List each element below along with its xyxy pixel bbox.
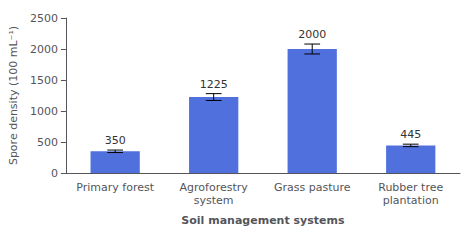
svg-text:1000: 1000 (30, 105, 58, 118)
svg-text:0: 0 (51, 167, 58, 180)
svg-text:Grass pasture: Grass pasture (274, 181, 351, 194)
svg-text:2500: 2500 (30, 12, 58, 25)
svg-text:system: system (194, 194, 234, 207)
svg-text:plantation: plantation (383, 194, 439, 207)
svg-text:Rubber tree: Rubber tree (378, 181, 443, 194)
svg-text:Spore density (100 mL⁻¹): Spore density (100 mL⁻¹) (7, 26, 20, 165)
svg-text:1500: 1500 (30, 74, 58, 87)
svg-text:500: 500 (37, 136, 58, 149)
svg-text:Agroforestry: Agroforestry (180, 181, 249, 194)
svg-text:445: 445 (400, 128, 421, 141)
svg-text:2000: 2000 (30, 43, 58, 56)
svg-text:Primary forest: Primary forest (76, 181, 154, 194)
svg-text:2000: 2000 (298, 28, 326, 41)
svg-text:350: 350 (105, 134, 126, 147)
svg-text:Soil management systems: Soil management systems (181, 214, 345, 227)
svg-text:1225: 1225 (200, 78, 228, 91)
